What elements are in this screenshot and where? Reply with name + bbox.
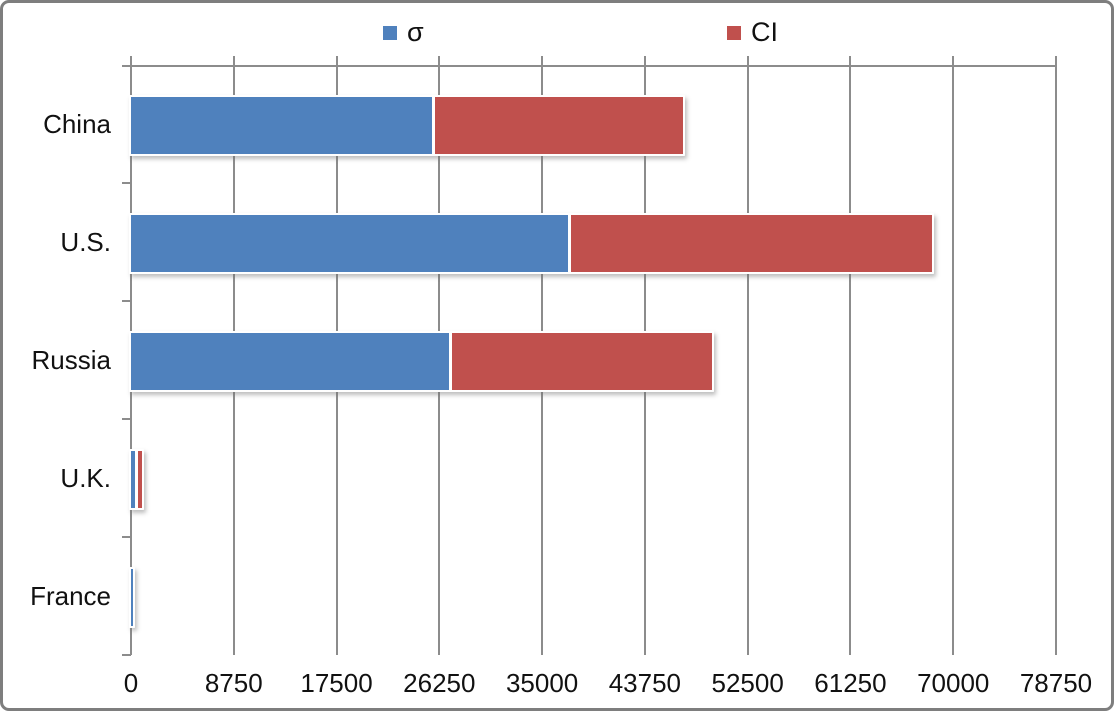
x-tick-label: 35000 xyxy=(505,668,579,698)
gridline xyxy=(746,56,749,655)
legend-swatch-sigma-icon xyxy=(383,25,397,40)
legend-swatch-ci-icon xyxy=(727,25,741,40)
bar-segment-ci xyxy=(431,97,683,154)
bar-segment-sigma xyxy=(131,333,450,390)
bar-segment-sigma xyxy=(131,451,136,508)
y-axis-tick xyxy=(122,654,131,656)
category-label: U.K. xyxy=(60,462,111,493)
x-tick-label: 61250 xyxy=(814,668,887,698)
x-tick-label: 52500 xyxy=(711,668,784,698)
category-label: France xyxy=(30,580,111,611)
legend-label-ci: CI xyxy=(751,17,778,47)
legend-item-ci: CI xyxy=(727,19,778,46)
y-axis-tick xyxy=(122,300,131,302)
bar-segment-ci xyxy=(449,333,712,390)
gridline xyxy=(1055,56,1057,655)
bar-segment-sigma xyxy=(131,569,133,626)
x-tick-label: 17500 xyxy=(300,668,373,698)
category-label: U.S. xyxy=(60,226,111,257)
bar-row-china xyxy=(129,95,685,156)
plot-area: 0 8750 17500 26250 35000 43750 52500 61250 70000… xyxy=(122,56,1092,696)
gridline xyxy=(952,56,955,655)
bar-segment-ci xyxy=(567,215,932,272)
gridline xyxy=(849,56,852,655)
bar-row-france xyxy=(129,567,135,628)
x-tick-label: 26250 xyxy=(403,668,476,698)
y-axis-tick xyxy=(122,182,131,184)
y-axis-tick xyxy=(122,418,131,420)
legend: σ CI xyxy=(3,3,1111,58)
x-tick-label: 8750 xyxy=(204,668,263,698)
legend-item-sigma: σ xyxy=(383,19,424,46)
bar-row-russia xyxy=(129,331,714,392)
y-axis-tick xyxy=(122,536,131,538)
bar-segment-sigma xyxy=(131,215,568,272)
x-tick-label: 43750 xyxy=(608,668,682,698)
bar-row-uk xyxy=(129,449,145,510)
bar-segment-ci xyxy=(135,451,143,508)
legend-label-sigma: σ xyxy=(407,17,424,47)
x-tick-label: 78750 xyxy=(1019,668,1093,698)
x-tick-label: 70000 xyxy=(917,668,990,698)
category-label: Russia xyxy=(31,344,111,375)
bar-row-us xyxy=(129,213,934,274)
plot-top-border xyxy=(122,65,1056,67)
x-tick-label: 0 xyxy=(123,668,139,698)
category-label: China xyxy=(43,108,111,139)
bar-segment-sigma xyxy=(131,97,432,154)
